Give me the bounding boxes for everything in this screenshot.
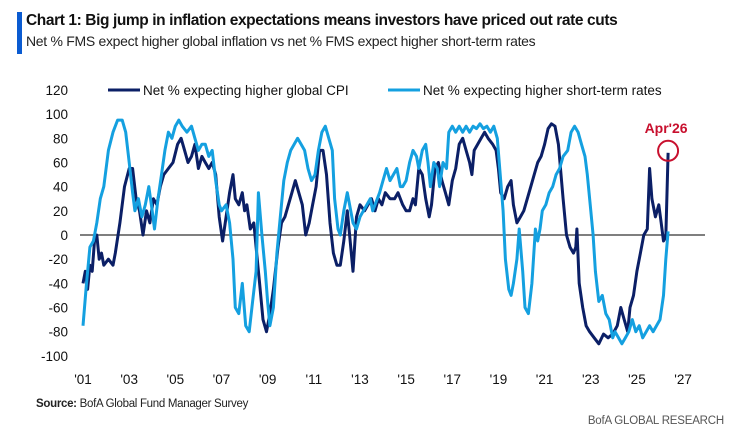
y-tick-label: 100 xyxy=(45,107,68,122)
y-tick-label: 80 xyxy=(53,131,68,146)
chart-title: Chart 1: Big jump in inflation expectati… xyxy=(26,12,618,29)
x-tick-label: '05 xyxy=(167,372,185,387)
series-line-rates xyxy=(81,118,670,346)
annotation-apr26: Apr'26 xyxy=(645,120,688,162)
y-tick-label: -80 xyxy=(48,325,68,340)
y-tick-label: 60 xyxy=(53,155,68,170)
x-tick-label: '01 xyxy=(74,372,92,387)
x-tick-label: '07 xyxy=(213,372,231,387)
x-tick-label: '27 xyxy=(674,372,692,387)
x-tick-label: '21 xyxy=(536,372,554,387)
annotation-label: Apr'26 xyxy=(645,120,688,136)
source-label: Source: xyxy=(36,398,77,410)
y-tick-label: -100 xyxy=(41,349,68,364)
x-tick-label: '23 xyxy=(582,372,600,387)
y-tick-label: -20 xyxy=(48,252,68,267)
annotation-circle xyxy=(657,139,680,162)
x-tick-label: '11 xyxy=(306,372,323,387)
x-tick-label: '13 xyxy=(351,372,369,387)
x-tick-label: '25 xyxy=(628,372,646,387)
x-tick-label: '15 xyxy=(397,372,415,387)
y-tick-label: -40 xyxy=(48,276,68,291)
legend-label-rates: Net % expecting higher short-term rates xyxy=(423,83,662,98)
y-tick-label: -60 xyxy=(48,301,68,316)
x-tick-label: '17 xyxy=(443,372,461,387)
y-axis-ticks: 120 100 80 60 40 20 0 -20 -40 -60 -80 -100 xyxy=(41,83,68,364)
y-tick-label: 40 xyxy=(53,180,68,195)
source-note: Source: BofA Global Fund Manager Survey xyxy=(36,398,248,410)
brand-footer: BofA GLOBAL RESEARCH xyxy=(587,415,724,427)
series-line-cpi xyxy=(81,122,670,346)
x-axis-ticks: '01 '03 '05 '07 '09 '11 '13 '15 '17 '19 '21 '23 '25 '… xyxy=(74,372,692,387)
y-tick-label: 20 xyxy=(53,204,68,219)
legend-label-cpi: Net % expecting higher global CPI xyxy=(143,83,349,98)
source-text: BofA Global Fund Manager Survey xyxy=(76,398,249,410)
chart-subtitle: Net % FMS expect higher global inflation… xyxy=(26,33,536,49)
x-tick-label: '19 xyxy=(490,372,508,387)
x-tick-label: '03 xyxy=(120,372,138,387)
y-tick-label: 0 xyxy=(60,228,68,243)
legend: Net % expecting higher global CPI Net % … xyxy=(108,83,662,98)
y-tick-label: 120 xyxy=(45,83,68,98)
series-layer xyxy=(81,118,670,346)
x-tick-label: '09 xyxy=(259,372,277,387)
title-accent-bar xyxy=(17,12,22,54)
